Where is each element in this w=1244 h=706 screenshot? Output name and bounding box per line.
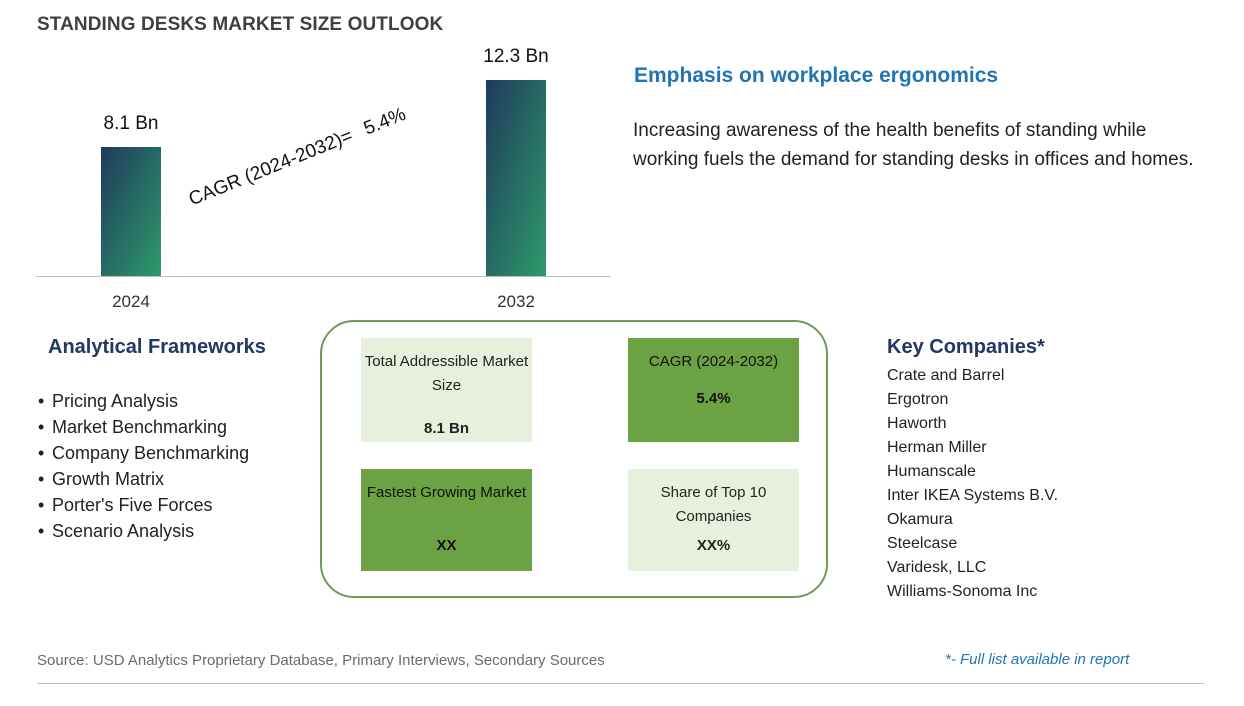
company-item: Inter IKEA Systems B.V. bbox=[887, 487, 1059, 504]
companies-list: Crate and Barrel Ergotron Haworth Herman Mi… bbox=[887, 364, 1058, 604]
bullet-icon: • bbox=[38, 495, 45, 515]
metric-label: Share of Top 10 Companies bbox=[660, 484, 767, 525]
metric-label: CAGR (2024-2032) bbox=[648, 353, 779, 370]
framework-item: • Scenario Analysis bbox=[38, 518, 249, 544]
bullet-icon: • bbox=[38, 469, 45, 489]
cagr-annotation: CAGR (2024-2032)=5.4% bbox=[186, 104, 409, 211]
framework-label: Pricing Analysis bbox=[52, 391, 179, 411]
bullet-icon: • bbox=[38, 417, 45, 437]
metric-value: XX bbox=[436, 537, 457, 554]
bullet-icon: • bbox=[38, 391, 45, 411]
metric-fastest-growing-market: Fastest Growing Market XX bbox=[361, 469, 532, 571]
framework-label: Company Benchmarking bbox=[52, 443, 250, 463]
metrics-box bbox=[320, 320, 828, 598]
frameworks-title: Analytical Frameworks bbox=[48, 336, 266, 358]
footer-rule bbox=[37, 683, 1204, 684]
framework-item: • Market Benchmarking bbox=[38, 414, 249, 440]
bullet-icon: • bbox=[38, 521, 45, 541]
emphasis-title: Emphasis on workplace ergonomics bbox=[634, 64, 999, 87]
bar-value-label: 12.3 Bn bbox=[483, 46, 549, 67]
company-item: Varidesk, LLC bbox=[887, 559, 987, 576]
company-item: Haworth bbox=[887, 415, 947, 432]
metric-label: Fastest Growing Market bbox=[366, 484, 527, 501]
metric-value: 5.4% bbox=[696, 390, 731, 407]
frameworks-list: • Pricing Analysis • Market Benchmarking • Co… bbox=[38, 388, 249, 544]
company-item: Crate and Barrel bbox=[887, 367, 1005, 384]
metric-total-addressable-market: Total Addressible Market Size 8.1 Bn bbox=[361, 338, 532, 442]
metric-label: Total Addressible Market Size bbox=[364, 353, 529, 394]
market-size-chart: CAGR (2024-2032)=5.4% 8.1 Bn 2024 12.3 Bn 2… bbox=[0, 40, 620, 330]
bar-2024 bbox=[101, 146, 161, 276]
company-item: Williams-Sonoma Inc bbox=[887, 583, 1038, 600]
metric-share-top-10: Share of Top 10 Companies XX% bbox=[628, 469, 799, 571]
company-item: Steelcase bbox=[887, 535, 958, 552]
framework-label: Market Benchmarking bbox=[52, 417, 228, 437]
framework-item: • Growth Matrix bbox=[38, 466, 249, 492]
page-title: STANDING DESKS MARKET SIZE OUTLOOK bbox=[37, 14, 444, 35]
metric-cagr: CAGR (2024-2032) 5.4% bbox=[628, 338, 799, 442]
framework-item: • Pricing Analysis bbox=[38, 388, 249, 414]
framework-label: Porter's Five Forces bbox=[52, 495, 213, 515]
company-item: Ergotron bbox=[887, 391, 949, 408]
source-text: Source: USD Analytics Proprietary Databa… bbox=[37, 652, 605, 669]
x-tick-label: 2024 bbox=[112, 292, 150, 311]
framework-item: • Porter's Five Forces bbox=[38, 492, 249, 518]
x-axis-line bbox=[36, 276, 611, 277]
company-item: Humanscale bbox=[887, 463, 976, 480]
bullet-icon: • bbox=[38, 443, 45, 463]
metric-value: XX% bbox=[696, 537, 731, 554]
footnote-text: *- Full list available in report bbox=[945, 651, 1130, 668]
cagr-annotation-value: 5.4% bbox=[360, 103, 409, 140]
x-tick-label: 2032 bbox=[497, 292, 535, 311]
company-item: Herman Miller bbox=[887, 439, 987, 456]
framework-label: Scenario Analysis bbox=[52, 521, 195, 541]
cagr-annotation-label: CAGR (2024-2032)= bbox=[185, 125, 356, 211]
framework-item: • Company Benchmarking bbox=[38, 440, 249, 466]
framework-label: Growth Matrix bbox=[52, 469, 165, 489]
emphasis-text: Increasing awareness of the health benef… bbox=[633, 120, 1194, 170]
companies-title: Key Companies* bbox=[887, 336, 1045, 358]
company-item: Okamura bbox=[887, 511, 953, 528]
bar-value-label: 8.1 Bn bbox=[103, 112, 159, 134]
metric-value: 8.1 Bn bbox=[423, 420, 469, 437]
bar-2032 bbox=[486, 80, 546, 276]
